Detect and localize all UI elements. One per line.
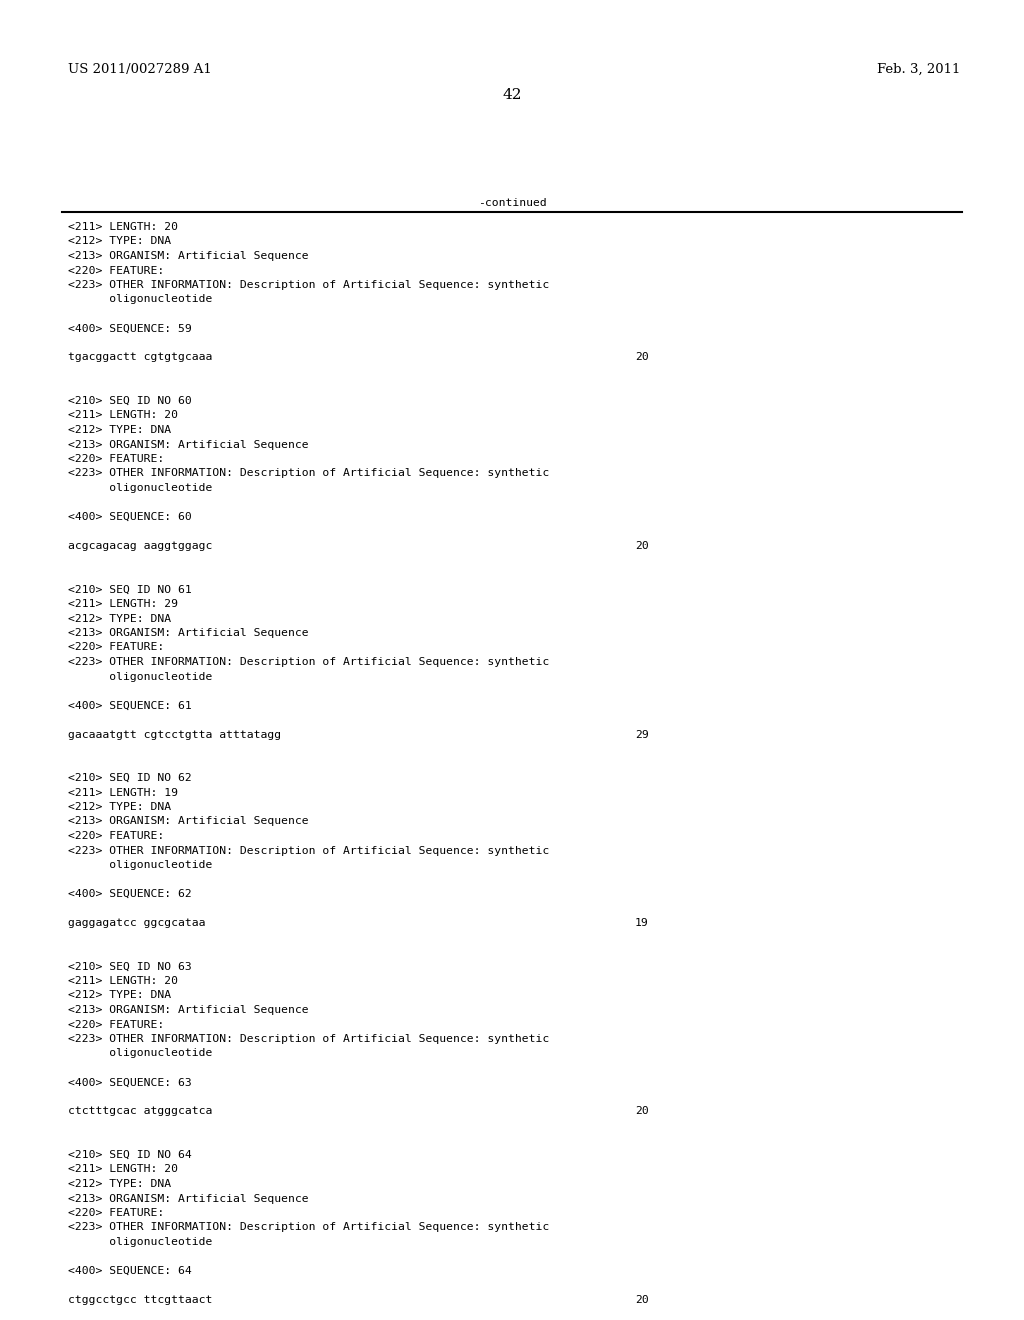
Text: 20: 20 — [635, 352, 649, 363]
Text: <212> TYPE: DNA: <212> TYPE: DNA — [68, 425, 171, 436]
Text: oligonucleotide: oligonucleotide — [68, 1048, 212, 1059]
Text: <220> FEATURE:: <220> FEATURE: — [68, 265, 164, 276]
Text: 29: 29 — [635, 730, 649, 739]
Text: Feb. 3, 2011: Feb. 3, 2011 — [877, 63, 961, 77]
Text: <213> ORGANISM: Artificial Sequence: <213> ORGANISM: Artificial Sequence — [68, 628, 308, 638]
Text: <220> FEATURE:: <220> FEATURE: — [68, 1208, 164, 1218]
Text: oligonucleotide: oligonucleotide — [68, 1237, 212, 1247]
Text: tgacggactt cgtgtgcaaa: tgacggactt cgtgtgcaaa — [68, 352, 212, 363]
Text: <213> ORGANISM: Artificial Sequence: <213> ORGANISM: Artificial Sequence — [68, 817, 308, 826]
Text: <213> ORGANISM: Artificial Sequence: <213> ORGANISM: Artificial Sequence — [68, 251, 308, 261]
Text: <223> OTHER INFORMATION: Description of Artificial Sequence: synthetic: <223> OTHER INFORMATION: Description of … — [68, 657, 549, 667]
Text: <210> SEQ ID NO 60: <210> SEQ ID NO 60 — [68, 396, 191, 407]
Text: <211> LENGTH: 20: <211> LENGTH: 20 — [68, 222, 178, 232]
Text: <211> LENGTH: 19: <211> LENGTH: 19 — [68, 788, 178, 797]
Text: <212> TYPE: DNA: <212> TYPE: DNA — [68, 990, 171, 1001]
Text: gacaaatgtt cgtcctgtta atttatagg: gacaaatgtt cgtcctgtta atttatagg — [68, 730, 282, 739]
Text: <210> SEQ ID NO 63: <210> SEQ ID NO 63 — [68, 961, 191, 972]
Text: ctggcctgcc ttcgttaact: ctggcctgcc ttcgttaact — [68, 1295, 212, 1305]
Text: 42: 42 — [502, 88, 522, 102]
Text: oligonucleotide: oligonucleotide — [68, 294, 212, 305]
Text: <220> FEATURE:: <220> FEATURE: — [68, 1019, 164, 1030]
Text: <210> SEQ ID NO 64: <210> SEQ ID NO 64 — [68, 1150, 191, 1160]
Text: <211> LENGTH: 20: <211> LENGTH: 20 — [68, 1164, 178, 1175]
Text: <400> SEQUENCE: 62: <400> SEQUENCE: 62 — [68, 888, 191, 899]
Text: <223> OTHER INFORMATION: Description of Artificial Sequence: synthetic: <223> OTHER INFORMATION: Description of … — [68, 846, 549, 855]
Text: <212> TYPE: DNA: <212> TYPE: DNA — [68, 1179, 171, 1189]
Text: <220> FEATURE:: <220> FEATURE: — [68, 454, 164, 465]
Text: <212> TYPE: DNA: <212> TYPE: DNA — [68, 803, 171, 812]
Text: <400> SEQUENCE: 60: <400> SEQUENCE: 60 — [68, 512, 191, 521]
Text: 19: 19 — [635, 917, 649, 928]
Text: <223> OTHER INFORMATION: Description of Artificial Sequence: synthetic: <223> OTHER INFORMATION: Description of … — [68, 469, 549, 479]
Text: 20: 20 — [635, 541, 649, 550]
Text: 20: 20 — [635, 1106, 649, 1117]
Text: <220> FEATURE:: <220> FEATURE: — [68, 832, 164, 841]
Text: <210> SEQ ID NO 62: <210> SEQ ID NO 62 — [68, 774, 191, 783]
Text: acgcagacag aaggtggagc: acgcagacag aaggtggagc — [68, 541, 212, 550]
Text: <213> ORGANISM: Artificial Sequence: <213> ORGANISM: Artificial Sequence — [68, 1193, 308, 1204]
Text: US 2011/0027289 A1: US 2011/0027289 A1 — [68, 63, 212, 77]
Text: oligonucleotide: oligonucleotide — [68, 483, 212, 492]
Text: <400> SEQUENCE: 63: <400> SEQUENCE: 63 — [68, 1077, 191, 1088]
Text: <213> ORGANISM: Artificial Sequence: <213> ORGANISM: Artificial Sequence — [68, 1005, 308, 1015]
Text: <220> FEATURE:: <220> FEATURE: — [68, 643, 164, 652]
Text: <212> TYPE: DNA: <212> TYPE: DNA — [68, 236, 171, 247]
Text: gaggagatcc ggcgcataa: gaggagatcc ggcgcataa — [68, 917, 206, 928]
Text: 20: 20 — [635, 1295, 649, 1305]
Text: oligonucleotide: oligonucleotide — [68, 861, 212, 870]
Text: <400> SEQUENCE: 64: <400> SEQUENCE: 64 — [68, 1266, 191, 1276]
Text: oligonucleotide: oligonucleotide — [68, 672, 212, 681]
Text: <211> LENGTH: 29: <211> LENGTH: 29 — [68, 599, 178, 609]
Text: <223> OTHER INFORMATION: Description of Artificial Sequence: synthetic: <223> OTHER INFORMATION: Description of … — [68, 1034, 549, 1044]
Text: <223> OTHER INFORMATION: Description of Artificial Sequence: synthetic: <223> OTHER INFORMATION: Description of … — [68, 280, 549, 290]
Text: -continued: -continued — [477, 198, 547, 209]
Text: <212> TYPE: DNA: <212> TYPE: DNA — [68, 614, 171, 623]
Text: <213> ORGANISM: Artificial Sequence: <213> ORGANISM: Artificial Sequence — [68, 440, 308, 450]
Text: <210> SEQ ID NO 61: <210> SEQ ID NO 61 — [68, 585, 191, 594]
Text: <400> SEQUENCE: 61: <400> SEQUENCE: 61 — [68, 701, 191, 710]
Text: <223> OTHER INFORMATION: Description of Artificial Sequence: synthetic: <223> OTHER INFORMATION: Description of … — [68, 1222, 549, 1233]
Text: <400> SEQUENCE: 59: <400> SEQUENCE: 59 — [68, 323, 191, 334]
Text: <211> LENGTH: 20: <211> LENGTH: 20 — [68, 975, 178, 986]
Text: <211> LENGTH: 20: <211> LENGTH: 20 — [68, 411, 178, 421]
Text: ctctttgcac atgggcatca: ctctttgcac atgggcatca — [68, 1106, 212, 1117]
